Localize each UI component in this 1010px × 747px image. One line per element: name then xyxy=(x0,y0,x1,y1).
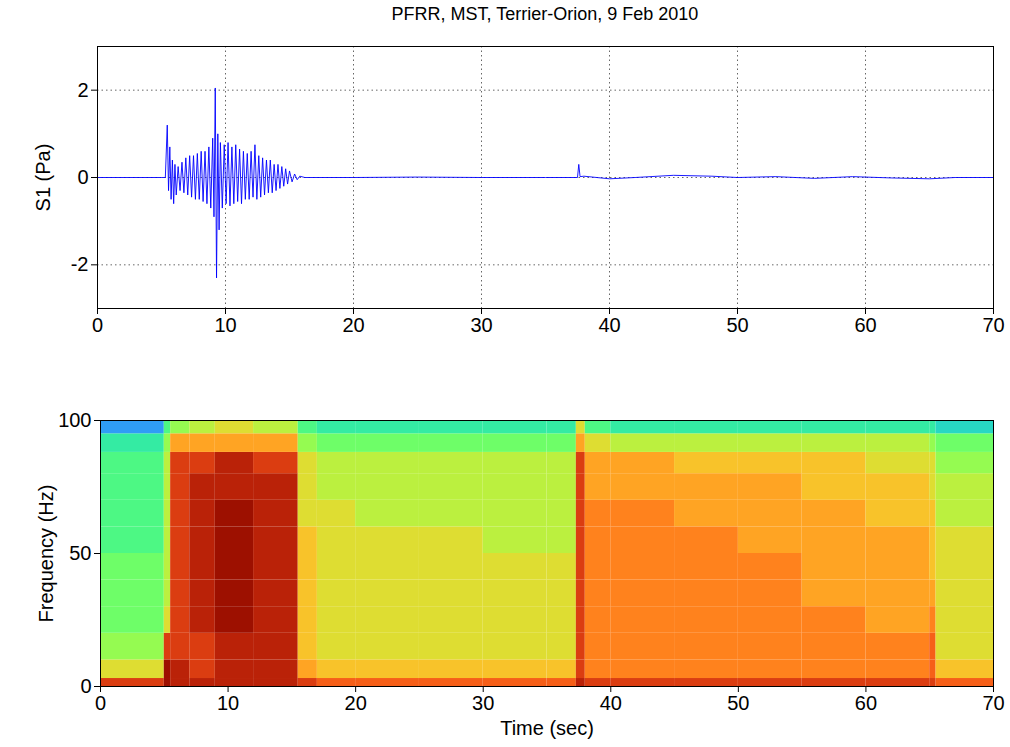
svg-text:30: 30 xyxy=(470,314,492,336)
svg-text:50: 50 xyxy=(726,314,748,336)
svg-text:50: 50 xyxy=(727,692,749,714)
svg-text:60: 60 xyxy=(854,314,876,336)
svg-text:10: 10 xyxy=(214,314,236,336)
svg-text:70: 70 xyxy=(982,314,1004,336)
svg-text:0: 0 xyxy=(80,675,91,697)
svg-text:30: 30 xyxy=(472,692,494,714)
svg-text:-2: -2 xyxy=(71,253,89,275)
svg-text:Time (sec): Time (sec) xyxy=(500,717,594,739)
svg-text:0: 0 xyxy=(77,166,88,188)
svg-text:60: 60 xyxy=(855,692,877,714)
html-text:PFRR, MST, Terrier-Orion, 9 Fe: PFRR, MST, Terrier-Orion, 9 Feb 2010 xyxy=(391,4,699,24)
svg-text:Frequency (Hz): Frequency (Hz) xyxy=(35,485,57,623)
svg-text:S1 (Pa): S1 (Pa) xyxy=(32,144,54,212)
svg-text:10: 10 xyxy=(217,692,239,714)
svg-text:100: 100 xyxy=(58,409,91,431)
svg-text:0: 0 xyxy=(95,692,106,714)
svg-text:20: 20 xyxy=(342,314,364,336)
svg-text:0: 0 xyxy=(92,314,103,336)
svg-text:40: 40 xyxy=(600,692,622,714)
svg-text:50: 50 xyxy=(69,542,91,564)
svg-text:20: 20 xyxy=(345,692,367,714)
svg-text:40: 40 xyxy=(598,314,620,336)
svg-text:70: 70 xyxy=(982,692,1004,714)
svg-text:2: 2 xyxy=(77,79,88,101)
